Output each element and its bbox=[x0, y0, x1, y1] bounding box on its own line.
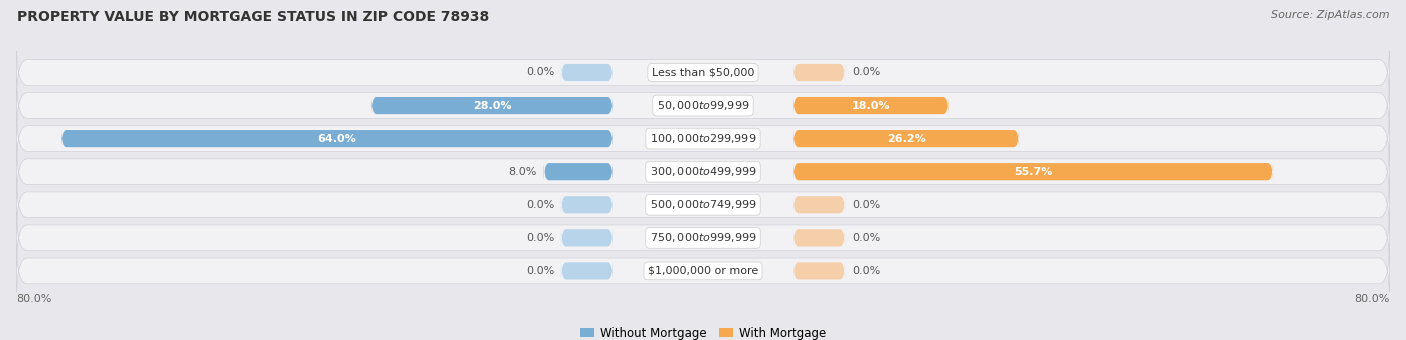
Text: 0.0%: 0.0% bbox=[852, 266, 880, 276]
Text: 0.0%: 0.0% bbox=[852, 233, 880, 243]
Text: 64.0%: 64.0% bbox=[318, 134, 356, 143]
Text: 0.0%: 0.0% bbox=[526, 266, 554, 276]
Text: 0.0%: 0.0% bbox=[526, 68, 554, 78]
FancyBboxPatch shape bbox=[793, 226, 845, 249]
Text: $50,000 to $99,999: $50,000 to $99,999 bbox=[657, 99, 749, 112]
Text: $750,000 to $999,999: $750,000 to $999,999 bbox=[650, 231, 756, 244]
Text: $500,000 to $749,999: $500,000 to $749,999 bbox=[650, 198, 756, 211]
FancyBboxPatch shape bbox=[793, 260, 845, 282]
Text: PROPERTY VALUE BY MORTGAGE STATUS IN ZIP CODE 78938: PROPERTY VALUE BY MORTGAGE STATUS IN ZIP… bbox=[17, 10, 489, 24]
FancyBboxPatch shape bbox=[17, 178, 1389, 232]
FancyBboxPatch shape bbox=[17, 145, 1389, 199]
FancyBboxPatch shape bbox=[793, 160, 1272, 183]
FancyBboxPatch shape bbox=[62, 128, 613, 150]
Text: 0.0%: 0.0% bbox=[852, 68, 880, 78]
FancyBboxPatch shape bbox=[371, 94, 613, 117]
Text: 80.0%: 80.0% bbox=[17, 294, 52, 304]
FancyBboxPatch shape bbox=[17, 244, 1389, 298]
FancyBboxPatch shape bbox=[17, 79, 1389, 132]
FancyBboxPatch shape bbox=[561, 260, 613, 282]
Text: 80.0%: 80.0% bbox=[1354, 294, 1389, 304]
FancyBboxPatch shape bbox=[561, 193, 613, 216]
FancyBboxPatch shape bbox=[561, 226, 613, 249]
Text: 28.0%: 28.0% bbox=[472, 101, 512, 111]
FancyBboxPatch shape bbox=[544, 160, 613, 183]
Text: Source: ZipAtlas.com: Source: ZipAtlas.com bbox=[1271, 10, 1389, 20]
Text: $100,000 to $299,999: $100,000 to $299,999 bbox=[650, 132, 756, 145]
FancyBboxPatch shape bbox=[793, 128, 1019, 150]
Text: 0.0%: 0.0% bbox=[852, 200, 880, 210]
Text: 18.0%: 18.0% bbox=[852, 101, 890, 111]
FancyBboxPatch shape bbox=[793, 61, 845, 84]
FancyBboxPatch shape bbox=[793, 94, 949, 117]
Legend: Without Mortgage, With Mortgage: Without Mortgage, With Mortgage bbox=[581, 327, 825, 340]
Text: 55.7%: 55.7% bbox=[1014, 167, 1053, 177]
Text: 0.0%: 0.0% bbox=[526, 200, 554, 210]
FancyBboxPatch shape bbox=[17, 112, 1389, 166]
Text: 0.0%: 0.0% bbox=[526, 233, 554, 243]
FancyBboxPatch shape bbox=[17, 211, 1389, 265]
Text: $1,000,000 or more: $1,000,000 or more bbox=[648, 266, 758, 276]
Text: $300,000 to $499,999: $300,000 to $499,999 bbox=[650, 165, 756, 178]
FancyBboxPatch shape bbox=[793, 193, 845, 216]
Text: 26.2%: 26.2% bbox=[887, 134, 925, 143]
FancyBboxPatch shape bbox=[17, 46, 1389, 99]
Text: Less than $50,000: Less than $50,000 bbox=[652, 68, 754, 78]
Text: 8.0%: 8.0% bbox=[509, 167, 537, 177]
FancyBboxPatch shape bbox=[561, 61, 613, 84]
